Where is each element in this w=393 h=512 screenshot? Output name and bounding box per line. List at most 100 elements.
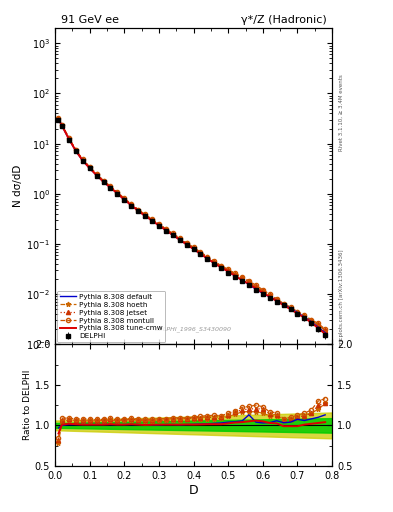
Pythia 8.308 default — [122, 197, 127, 203]
Pythia 8.308 montull — [302, 312, 307, 318]
Pythia 8.308 hoeth — [177, 236, 182, 242]
Legend: Pythia 8.308 default, Pythia 8.308 hoeth, Pythia 8.308 jetset, Pythia 8.308 mont: Pythia 8.308 default, Pythia 8.308 hoeth… — [57, 291, 165, 342]
Pythia 8.308 hoeth — [60, 122, 64, 128]
Pythia 8.308 default — [288, 305, 293, 311]
Pythia 8.308 montull — [73, 146, 78, 153]
Pythia 8.308 default — [81, 158, 85, 164]
Pythia 8.308 tune-cmw — [81, 158, 85, 164]
Pythia 8.308 default — [309, 319, 314, 325]
Pythia 8.308 tune-cmw — [136, 208, 141, 214]
Pythia 8.308 tune-cmw — [240, 277, 244, 283]
Pythia 8.308 tune-cmw — [233, 273, 237, 279]
Pythia 8.308 jetset — [288, 305, 293, 311]
Pythia 8.308 montull — [81, 156, 85, 162]
Pythia 8.308 tune-cmw — [156, 222, 161, 228]
Pythia 8.308 default — [198, 251, 203, 257]
Pythia 8.308 jetset — [115, 189, 120, 196]
Pythia 8.308 hoeth — [73, 147, 78, 153]
Pythia 8.308 default — [205, 255, 210, 262]
Pythia 8.308 jetset — [136, 207, 141, 213]
Pythia 8.308 hoeth — [323, 327, 327, 333]
Pythia 8.308 hoeth — [316, 322, 321, 328]
Pythia 8.308 tune-cmw — [295, 310, 300, 316]
Pythia 8.308 jetset — [184, 240, 189, 246]
Pythia 8.308 montull — [60, 121, 64, 127]
Pythia 8.308 hoeth — [267, 292, 272, 298]
Pythia 8.308 default — [108, 185, 113, 191]
Pythia 8.308 default — [87, 165, 92, 172]
Line: Pythia 8.308 jetset: Pythia 8.308 jetset — [57, 116, 327, 332]
Pythia 8.308 default — [143, 213, 147, 219]
Pythia 8.308 montull — [233, 270, 237, 276]
Pythia 8.308 jetset — [150, 216, 154, 222]
Pythia 8.308 default — [302, 314, 307, 320]
Pythia 8.308 montull — [136, 206, 141, 212]
Text: mcplots.cern.ch [arXiv:1306.3436]: mcplots.cern.ch [arXiv:1306.3436] — [339, 249, 344, 345]
Line: Pythia 8.308 hoeth: Pythia 8.308 hoeth — [56, 116, 328, 333]
Pythia 8.308 jetset — [171, 230, 175, 237]
Pythia 8.308 montull — [205, 253, 210, 260]
Pythia 8.308 jetset — [163, 226, 168, 232]
Pythia 8.308 jetset — [177, 235, 182, 241]
Pythia 8.308 montull — [247, 278, 252, 284]
Pythia 8.308 hoeth — [261, 288, 265, 294]
Pythia 8.308 jetset — [240, 274, 244, 281]
Pythia 8.308 hoeth — [81, 157, 85, 163]
Pythia 8.308 hoeth — [198, 250, 203, 256]
Pythia 8.308 jetset — [129, 201, 134, 207]
Pythia 8.308 default — [191, 246, 196, 252]
Pythia 8.308 montull — [122, 195, 127, 201]
Pythia 8.308 hoeth — [122, 196, 127, 202]
Pythia 8.308 default — [233, 273, 237, 279]
Pythia 8.308 montull — [87, 164, 92, 170]
Pythia 8.308 hoeth — [302, 313, 307, 319]
Pythia 8.308 hoeth — [136, 207, 141, 213]
Pythia 8.308 hoeth — [219, 263, 224, 269]
Pythia 8.308 montull — [101, 178, 106, 184]
Pythia 8.308 default — [66, 136, 71, 142]
Pythia 8.308 tune-cmw — [150, 218, 154, 224]
Pythia 8.308 montull — [115, 189, 120, 195]
Pythia 8.308 default — [323, 330, 327, 336]
Pythia 8.308 tune-cmw — [302, 314, 307, 321]
Pythia 8.308 default — [56, 116, 61, 122]
Pythia 8.308 tune-cmw — [261, 290, 265, 296]
Pythia 8.308 default — [240, 277, 244, 283]
Pythia 8.308 default — [247, 282, 252, 288]
Pythia 8.308 montull — [184, 240, 189, 246]
Pythia 8.308 montull — [163, 226, 168, 232]
Pythia 8.308 default — [316, 324, 321, 330]
Pythia 8.308 jetset — [316, 322, 321, 328]
Pythia 8.308 jetset — [73, 147, 78, 153]
Y-axis label: N dσ/dD: N dσ/dD — [13, 165, 24, 207]
Pythia 8.308 montull — [309, 316, 314, 323]
Pythia 8.308 default — [281, 302, 286, 308]
Pythia 8.308 hoeth — [156, 222, 161, 228]
Pythia 8.308 montull — [212, 258, 217, 264]
Pythia 8.308 jetset — [205, 254, 210, 260]
Pythia 8.308 montull — [281, 301, 286, 307]
Pythia 8.308 jetset — [309, 317, 314, 324]
Pythia 8.308 montull — [143, 211, 147, 218]
Pythia 8.308 jetset — [81, 157, 85, 163]
Pythia 8.308 tune-cmw — [163, 227, 168, 233]
Pythia 8.308 hoeth — [184, 240, 189, 246]
Pythia 8.308 default — [212, 260, 217, 266]
Pythia 8.308 tune-cmw — [281, 302, 286, 308]
Pythia 8.308 default — [150, 218, 154, 224]
Pythia 8.308 montull — [219, 263, 224, 269]
Pythia 8.308 jetset — [212, 259, 217, 265]
Pythia 8.308 hoeth — [212, 259, 217, 265]
Pythia 8.308 tune-cmw — [101, 179, 106, 185]
Pythia 8.308 hoeth — [163, 226, 168, 232]
Pythia 8.308 montull — [226, 266, 231, 272]
Pythia 8.308 montull — [191, 244, 196, 250]
Pythia 8.308 tune-cmw — [288, 306, 293, 312]
Pythia 8.308 montull — [177, 235, 182, 241]
Pythia 8.308 tune-cmw — [108, 184, 113, 190]
Text: Rivet 3.1.10, ≥ 3.4M events: Rivet 3.1.10, ≥ 3.4M events — [339, 74, 344, 151]
Pythia 8.308 montull — [198, 249, 203, 255]
Pythia 8.308 tune-cmw — [177, 237, 182, 243]
Pythia 8.308 hoeth — [233, 271, 237, 278]
Pythia 8.308 jetset — [156, 221, 161, 227]
